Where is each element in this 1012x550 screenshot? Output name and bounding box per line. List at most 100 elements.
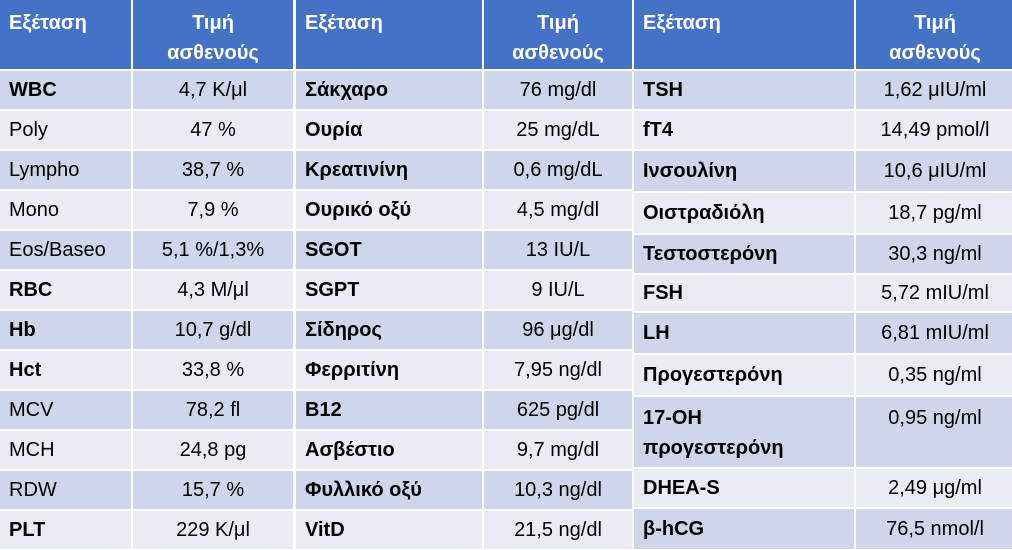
- test-name: Hct: [0, 351, 131, 389]
- test-value: 13 IU/L: [484, 231, 632, 269]
- header-cell: Τιμή ασθενούς: [484, 0, 632, 69]
- test-value: 2,49 μg/ml: [856, 469, 1012, 507]
- test-value: 4,5 mg/dl: [484, 191, 632, 229]
- test-value: 25 mg/dL: [484, 111, 632, 149]
- test-name-text: Eos/Baseo: [9, 238, 106, 261]
- test-name: SGOT: [296, 231, 482, 269]
- test-name: MCV: [0, 391, 131, 429]
- test-name-text: WBC: [9, 78, 57, 101]
- test-name: Φυλλικό οξύ: [296, 471, 482, 509]
- test-name-text: Mono: [9, 198, 60, 221]
- test-value: 24,8 pg: [133, 431, 293, 469]
- header-cell-text: Εξέταση: [9, 12, 87, 34]
- test-value: 5,1 %/1,3%: [133, 231, 293, 269]
- header-cell-text: Εξέταση: [305, 12, 383, 34]
- test-value-text: 38,7 %: [181, 158, 245, 181]
- header-cell-text: Τιμή ασθενούς: [167, 12, 259, 64]
- test-value-text: 5,1 %/1,3%: [161, 238, 265, 261]
- test-value-text: 10,7 g/dl: [174, 318, 252, 341]
- test-name: Ασβέστιο: [296, 431, 482, 469]
- test-value: 78,2 fl: [133, 391, 293, 429]
- test-value: 625 pg/dl: [484, 391, 632, 429]
- test-value: 10,3 ng/dl: [484, 471, 632, 509]
- header-cell-text: Τιμή ασθενούς: [889, 12, 981, 64]
- test-value: 96 μg/dl: [484, 311, 632, 349]
- test-name: PLT: [0, 511, 131, 549]
- test-value-text: 7,95 ng/dl: [514, 358, 602, 381]
- test-name: Hb: [0, 311, 131, 349]
- test-value-text: 24,8 pg: [179, 438, 247, 461]
- test-value: 229 K/μl: [133, 511, 293, 549]
- test-value-text: 10,6 μIU/ml: [883, 159, 987, 182]
- test-name-text: MCV: [9, 398, 54, 421]
- test-name-text: VitD: [305, 518, 345, 541]
- test-name: fT4: [634, 111, 854, 149]
- header-cell-text: Τιμή ασθενούς: [512, 12, 604, 64]
- test-name-text: Φερριτίνη: [305, 358, 400, 381]
- test-value-text: 625 pg/dl: [516, 398, 600, 421]
- test-value: 7,95 ng/dl: [484, 351, 632, 389]
- header-cell: Εξέταση: [0, 0, 131, 69]
- header-cell: Εξέταση: [296, 0, 482, 69]
- test-name: Προγεστερόνη: [634, 355, 854, 395]
- test-name: RBC: [0, 271, 131, 309]
- test-value: 0,95 ng/ml: [856, 397, 1012, 467]
- test-value: 9 IU/L: [484, 271, 632, 309]
- test-value-text: 15,7 %: [181, 478, 245, 501]
- test-name-text: TSH: [643, 78, 683, 101]
- test-name-text: Οιστραδιόλη: [643, 201, 765, 224]
- test-value: 14,49 pmol/l: [856, 111, 1012, 149]
- header-cell-text: Εξέταση: [643, 12, 721, 34]
- test-name-text: LH: [643, 321, 670, 344]
- test-value-text: 6,81 mIU/ml: [881, 321, 989, 344]
- test-name-text: Ουρία: [305, 118, 363, 141]
- test-value: 18,7 pg/ml: [856, 193, 1012, 233]
- test-name: Σίδηρος: [296, 311, 482, 349]
- test-name: Τεστοστερόνη: [634, 235, 854, 273]
- test-name: Eos/Baseo: [0, 231, 131, 269]
- test-name-text: Ουρικό οξύ: [305, 198, 412, 221]
- test-value: 76 mg/dl: [484, 71, 632, 109]
- test-value: 21,5 ng/dl: [484, 511, 632, 549]
- test-value-text: 21,5 ng/dl: [514, 518, 602, 541]
- test-name-text: Φυλλικό οξύ: [305, 478, 422, 501]
- test-name-text: Ασβέστιο: [305, 438, 395, 461]
- test-value: 5,72 mIU/ml: [856, 275, 1012, 311]
- test-name-text: SGOT: [305, 238, 362, 261]
- test-name-text: Σίδηρος: [305, 318, 382, 341]
- test-value-text: 4,7 K/μl: [178, 78, 248, 101]
- test-value-text: 18,7 pg/ml: [888, 201, 982, 224]
- test-name: Ουρία: [296, 111, 482, 149]
- test-value: 10,7 g/dl: [133, 311, 293, 349]
- test-value-text: 4,3 M/μl: [177, 278, 249, 301]
- test-name-text: RBC: [9, 278, 53, 301]
- test-value-text: 0,6 mg/dL: [513, 158, 603, 181]
- test-name: Φερριτίνη: [296, 351, 482, 389]
- test-name: RDW: [0, 471, 131, 509]
- test-name: Ουρικό οξύ: [296, 191, 482, 229]
- test-value: 1,62 μIU/ml: [856, 71, 1012, 109]
- test-value-text: 78,2 fl: [185, 398, 241, 421]
- test-value: 33,8 %: [133, 351, 293, 389]
- test-name: Lympho: [0, 151, 131, 189]
- test-value: 30,3 ng/ml: [856, 235, 1012, 273]
- test-name: FSH: [634, 275, 854, 311]
- test-value: 4,3 M/μl: [133, 271, 293, 309]
- test-name-text: Hct: [9, 358, 42, 381]
- test-name: β-hCG: [634, 509, 854, 549]
- test-value: 76,5 nmol/l: [856, 509, 1012, 549]
- test-name-text: Τεστοστερόνη: [643, 242, 778, 265]
- test-value: 9,7 mg/dl: [484, 431, 632, 469]
- test-value-text: 25 mg/dL: [516, 118, 600, 141]
- test-name: DHEA-S: [634, 469, 854, 507]
- test-name-text: β-hCG: [643, 517, 705, 540]
- test-value: 0,6 mg/dL: [484, 151, 632, 189]
- test-name-text: Ινσουλίνη: [643, 159, 738, 182]
- test-value-text: 0,35 ng/ml: [888, 363, 982, 386]
- test-name-text: RDW: [9, 478, 57, 501]
- test-name-text: 17-OH προγεστερόνη: [643, 407, 784, 459]
- test-name: Οιστραδιόλη: [634, 193, 854, 233]
- test-value-text: 229 K/μl: [176, 518, 250, 541]
- test-value: 7,9 %: [133, 191, 293, 229]
- test-name: VitD: [296, 511, 482, 549]
